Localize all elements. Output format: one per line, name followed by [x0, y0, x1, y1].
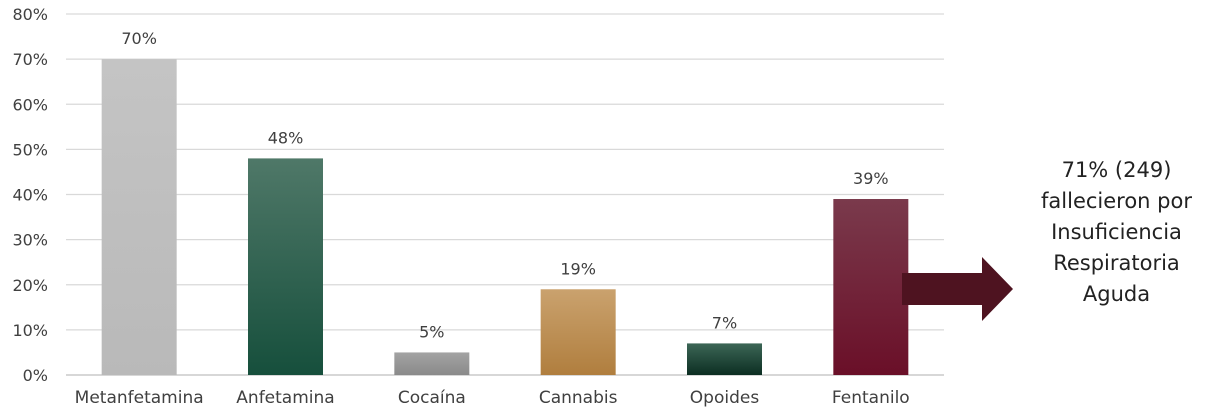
data-label: 70%	[121, 29, 157, 48]
gridlines	[66, 13, 944, 376]
callout-line: Aguda	[1082, 282, 1151, 306]
callout-line: Respiratoria	[1053, 251, 1180, 275]
callout-line: fallecieron por	[1041, 189, 1192, 213]
callout-note: 71% (249) fallecieron por Insuficiencia …	[1014, 155, 1219, 310]
bar	[833, 199, 909, 375]
y-tick-label: 60%	[12, 95, 48, 114]
data-label: 39%	[853, 169, 889, 188]
y-tick-label: 0%	[23, 366, 48, 385]
y-tick-label: 10%	[12, 321, 48, 340]
x-tick-label: Cannabis	[539, 388, 618, 408]
bar	[248, 158, 323, 375]
bar	[394, 352, 470, 375]
bars	[101, 59, 909, 375]
callout-line: Insuficiencia	[1051, 220, 1182, 244]
y-tick-label: 70%	[12, 50, 48, 69]
y-tick-label: 40%	[12, 186, 48, 205]
x-tick-label: Anfetamina	[236, 388, 334, 408]
y-tick-label: 30%	[12, 231, 48, 250]
y-tick-label: 50%	[12, 140, 48, 159]
arrow-right-icon	[902, 257, 1013, 321]
data-label: 19%	[560, 259, 596, 278]
data-label: 7%	[712, 313, 737, 332]
data-label: 48%	[268, 128, 304, 147]
bar	[687, 343, 762, 375]
x-tick-label: Fentanilo	[832, 388, 910, 408]
x-tick-label: Metanfetamina	[75, 388, 204, 408]
x-tick-label: Opoides	[690, 388, 760, 408]
data-labels: 70% 48% 5% 19% 7% 39%	[121, 29, 888, 341]
x-tick-label: Cocaína	[398, 388, 466, 408]
y-axis: 0% 10% 20% 30% 40% 50% 60% 70% 80%	[12, 5, 48, 385]
y-tick-label: 20%	[12, 276, 48, 295]
data-label: 5%	[419, 322, 444, 341]
x-axis: Metanfetamina Anfetamina Cocaína Cannabis Op…	[75, 388, 910, 408]
bar	[101, 59, 177, 375]
y-tick-label: 80%	[12, 5, 48, 24]
bar-chart: 0% 10% 20% 30% 40% 50% 60% 70% 80% 70% 48% 5% 19% 7%…	[12, 5, 944, 408]
bar	[540, 289, 616, 375]
callout-line: 71% (249)	[1061, 158, 1172, 182]
